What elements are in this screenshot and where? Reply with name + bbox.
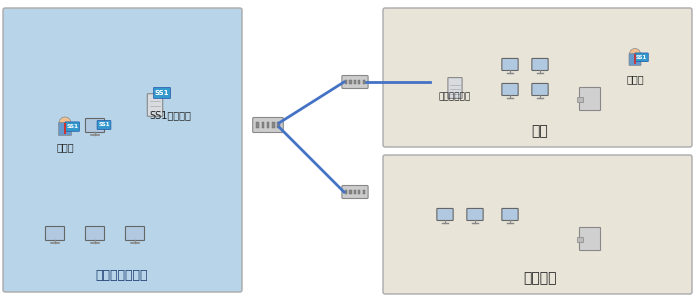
FancyBboxPatch shape xyxy=(85,118,104,133)
FancyBboxPatch shape xyxy=(349,190,351,194)
FancyBboxPatch shape xyxy=(345,80,347,84)
FancyBboxPatch shape xyxy=(532,83,548,95)
FancyBboxPatch shape xyxy=(358,80,361,84)
Text: 東京支社: 東京支社 xyxy=(524,271,556,285)
FancyBboxPatch shape xyxy=(277,122,280,128)
FancyBboxPatch shape xyxy=(256,122,259,128)
FancyBboxPatch shape xyxy=(580,88,601,110)
Text: SS1: SS1 xyxy=(98,122,110,128)
Text: SS1: SS1 xyxy=(155,90,169,96)
FancyBboxPatch shape xyxy=(97,121,111,130)
FancyBboxPatch shape xyxy=(354,190,356,194)
FancyBboxPatch shape xyxy=(272,122,274,128)
FancyBboxPatch shape xyxy=(262,122,264,128)
Text: 総合住宅研究所: 総合住宅研究所 xyxy=(96,269,148,282)
Circle shape xyxy=(59,117,71,129)
FancyBboxPatch shape xyxy=(253,118,284,133)
FancyBboxPatch shape xyxy=(345,190,347,194)
FancyBboxPatch shape xyxy=(635,53,648,62)
FancyBboxPatch shape xyxy=(125,226,144,241)
Circle shape xyxy=(629,49,641,59)
FancyBboxPatch shape xyxy=(467,208,483,220)
FancyBboxPatch shape xyxy=(383,8,692,147)
Text: 管理者: 管理者 xyxy=(56,142,74,152)
Text: 管理者: 管理者 xyxy=(626,74,644,84)
FancyBboxPatch shape xyxy=(153,88,171,98)
FancyBboxPatch shape xyxy=(349,80,351,84)
Text: 本社: 本社 xyxy=(531,124,548,138)
Text: SS1: SS1 xyxy=(66,124,78,129)
FancyBboxPatch shape xyxy=(46,226,64,241)
FancyBboxPatch shape xyxy=(502,58,518,70)
FancyBboxPatch shape xyxy=(85,226,104,241)
Text: SS1サーバー: SS1サーバー xyxy=(149,110,191,120)
FancyBboxPatch shape xyxy=(267,122,270,128)
FancyBboxPatch shape xyxy=(342,76,368,88)
FancyBboxPatch shape xyxy=(363,80,365,84)
FancyBboxPatch shape xyxy=(502,83,518,95)
Text: SS1: SS1 xyxy=(636,55,648,60)
FancyBboxPatch shape xyxy=(383,155,692,294)
FancyBboxPatch shape xyxy=(532,58,548,70)
FancyBboxPatch shape xyxy=(342,185,368,199)
FancyBboxPatch shape xyxy=(147,94,162,116)
FancyBboxPatch shape xyxy=(437,208,453,220)
FancyBboxPatch shape xyxy=(363,190,365,194)
FancyBboxPatch shape xyxy=(580,227,601,250)
FancyBboxPatch shape xyxy=(59,122,71,136)
Text: 収集サーバー: 収集サーバー xyxy=(439,92,471,101)
FancyBboxPatch shape xyxy=(502,208,518,220)
FancyBboxPatch shape xyxy=(358,190,361,194)
FancyBboxPatch shape xyxy=(577,237,583,242)
FancyBboxPatch shape xyxy=(65,122,79,131)
FancyBboxPatch shape xyxy=(3,8,242,292)
FancyBboxPatch shape xyxy=(577,97,583,102)
FancyBboxPatch shape xyxy=(354,80,356,84)
FancyBboxPatch shape xyxy=(629,53,641,65)
FancyBboxPatch shape xyxy=(448,78,462,98)
